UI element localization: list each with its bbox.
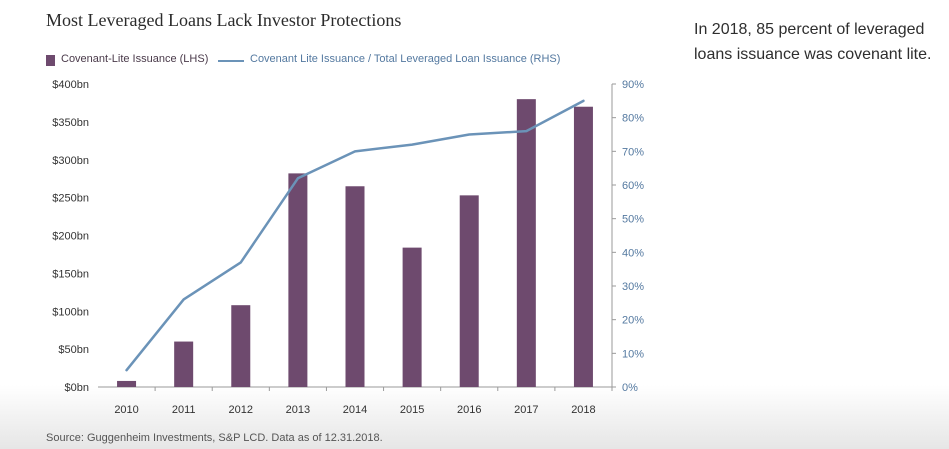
y-right-tick-label: 60% [622,180,644,192]
y-left-tick-label: $200bn [52,231,89,243]
legend-line-swatch [218,60,244,62]
x-tick-label: 2013 [286,404,310,416]
legend-bar-swatch [46,55,55,66]
y-right-tick-label: 10% [622,348,644,360]
y-left-tick-label: $50bn [58,344,89,356]
source-note: Source: Guggenheim Investments, S&P LCD.… [46,432,383,444]
y-right-tick-label: 90% [622,79,644,91]
bar [117,380,137,387]
y-right-tick-label: 0% [622,382,638,394]
bar [174,341,194,387]
bar [231,305,251,387]
y-right-tick-label: 50% [622,214,644,226]
y-right-tick-label: 40% [622,247,644,259]
bar [288,173,308,387]
x-tick-label: 2012 [229,404,253,416]
x-tick-label: 2018 [571,404,595,416]
side-note: In 2018, 85 percent of leveraged loans i… [694,21,932,63]
y-left-tick-label: $350bn [52,117,89,129]
x-tick-label: 2014 [343,404,367,416]
bar [402,247,422,387]
bar [573,106,593,387]
y-left-tick-label: $250bn [52,193,89,205]
y-right-tick-label: 30% [622,281,644,293]
y-right-tick-label: 70% [622,146,644,158]
y-right-tick-label: 80% [622,113,644,125]
y-right-tick-label: 20% [622,315,644,327]
legend-bar-label: Covenant-Lite Issuance (LHS) [61,53,209,65]
chart-title: Most Leveraged Loans Lack Investor Prote… [46,10,402,30]
legend-line-label: Covenant Lite Issuance / Total Leveraged… [250,53,561,65]
bar [516,99,536,388]
y-left-tick-label: $400bn [52,79,89,91]
x-tick-label: 2015 [400,404,424,416]
y-left-tick-label: $150bn [52,268,89,280]
bar [345,186,365,387]
bar [459,195,479,387]
x-tick-label: 2016 [457,404,481,416]
x-tick-label: 2011 [172,404,196,416]
y-left-tick-label: $300bn [52,155,89,167]
x-tick-label: 2010 [114,404,138,416]
y-left-tick-label: $100bn [52,306,89,318]
y-left-tick-label: $0bn [65,382,89,394]
x-tick-label: 2017 [514,404,538,416]
